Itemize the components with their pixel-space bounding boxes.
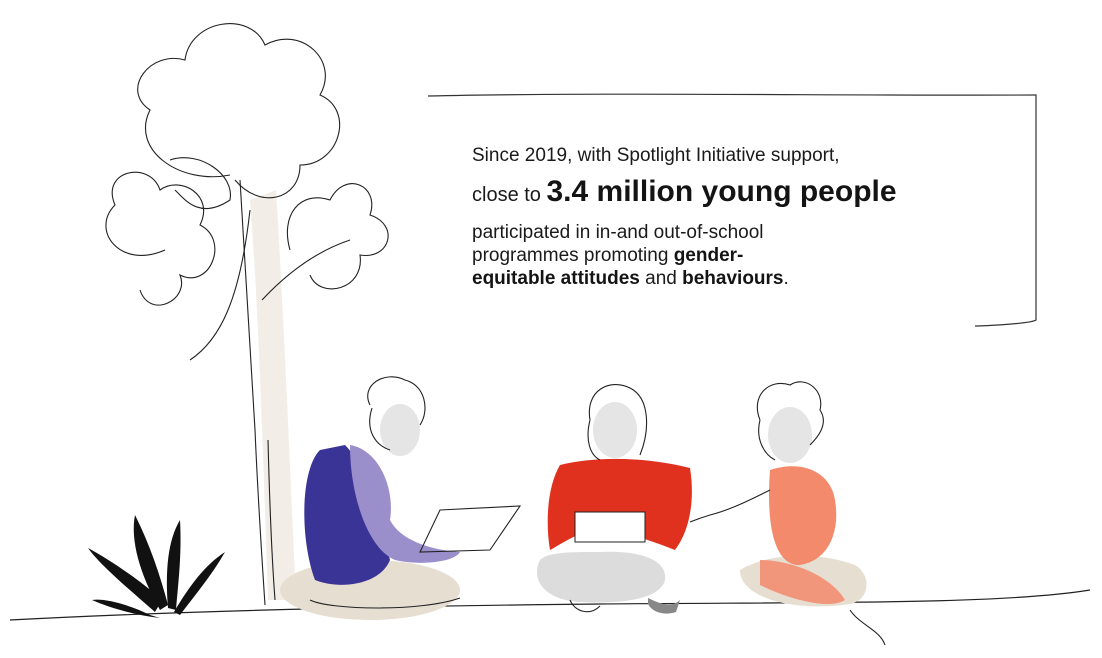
ground-line: [9, 589, 1091, 621]
stat-intro: Since 2019, with Spotlight Initiative su…: [472, 145, 840, 166]
text-frame: [427, 93, 1037, 327]
person-reading-icon: [536, 384, 692, 614]
stat-end: .: [783, 268, 789, 289]
plant-icon: [88, 515, 225, 618]
stat-lead: close to: [472, 184, 541, 206]
stat-bold-1: gender-equitable attitudes: [472, 245, 744, 289]
person-with-laptop-icon: [280, 376, 522, 620]
stat-headline: close to 3.4 million young people: [472, 172, 1032, 215]
stat-body: participated in in-and out-of-school pro…: [472, 221, 812, 290]
stat-bold-2: behaviours: [682, 268, 784, 289]
person-pointing-icon: [689, 381, 886, 646]
stat-callout: Since 2019, with Spotlight Initiative su…: [472, 144, 1032, 290]
stat-highlight: 3.4 million young people: [546, 175, 897, 208]
stat-body-start: participated in in-and out-of-school pro…: [472, 222, 764, 266]
stat-mid: and: [645, 268, 677, 289]
tree-icon: [105, 23, 389, 606]
